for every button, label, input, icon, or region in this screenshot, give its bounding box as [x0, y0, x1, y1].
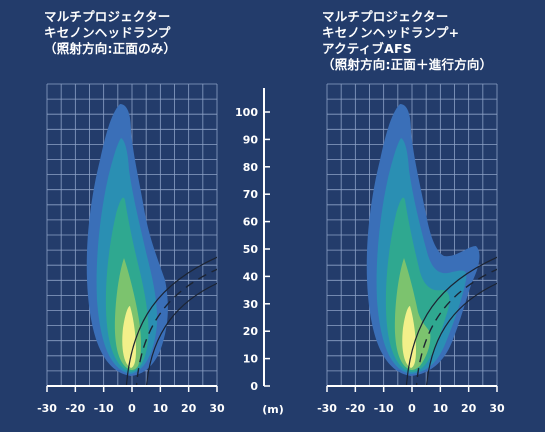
distance-tick-marks: 0 10 20 30 40 50 60 70 80 90 100	[235, 106, 270, 393]
distance-unit-label: (m)	[262, 403, 284, 416]
right-title-line-3: アクティブAFS	[322, 41, 412, 56]
right-x-tick-label: 10	[433, 402, 449, 415]
right-road-edge-outer	[405, 256, 497, 386]
right-road	[405, 256, 497, 386]
right-x-tick-label: 30	[489, 402, 505, 415]
distance-tick-label: 10	[243, 353, 259, 366]
left-title-line-1: マルチプロジェクター	[44, 9, 171, 24]
right-x-tick-label: 0	[408, 402, 416, 415]
left-road	[125, 256, 217, 386]
left-x-tick-label: 10	[153, 402, 169, 415]
left-title-line-3: （照射方向:正面のみ）	[44, 41, 177, 56]
distance-tick-label: 20	[243, 325, 259, 338]
distance-tick-label: 100	[235, 106, 258, 119]
left-panel	[46, 83, 218, 387]
distance-tick-label: 30	[243, 298, 259, 311]
left-x-tick-label: -20	[65, 402, 85, 415]
left-road-edge-outer	[125, 256, 217, 386]
right-title-line-4: （照射方向:正面＋進行方向）	[322, 57, 493, 72]
right-x-tick-label: -10	[374, 402, 394, 415]
distance-tick-label: 0	[250, 380, 258, 393]
left-x-tick-label: 30	[209, 402, 225, 415]
distance-tick-label: 40	[243, 270, 259, 283]
distance-tick-label: 80	[243, 161, 259, 174]
distance-tick-label: 60	[243, 216, 259, 229]
distance-scale: 0 10 20 30 40 50 60 70 80 90 100 (m)	[235, 88, 284, 416]
left-x-tick-label: 20	[181, 402, 197, 415]
left-title-line-2: キセノンヘッドランプ	[44, 25, 171, 40]
right-road-centerline	[415, 268, 497, 386]
right-x-tick-label: -30	[317, 402, 337, 415]
left-panel-title: マルチプロジェクター キセノンヘッドランプ （照射方向:正面のみ）	[44, 9, 176, 57]
left-x-tick-label: 0	[128, 402, 136, 415]
right-panel-title: マルチプロジェクター キセノンヘッドランプ+ アクティブAFS （照射方向:正面…	[322, 9, 492, 73]
right-title-line-1: マルチプロジェクター	[322, 9, 449, 24]
left-beam-pattern	[86, 104, 168, 376]
left-x-tick-label: -30	[37, 402, 57, 415]
right-beam-pattern	[366, 104, 480, 376]
left-road-centerline	[135, 268, 217, 386]
left-x-tick-label: -10	[94, 402, 114, 415]
left-x-axis: -30 -20 -10 0 10 20 30	[37, 385, 225, 415]
right-x-tick-label: 20	[461, 402, 477, 415]
distance-tick-label: 70	[243, 188, 259, 201]
left-x-tick-labels: -30 -20 -10 0 10 20 30	[37, 386, 225, 415]
right-panel	[326, 83, 498, 387]
distance-tick-label: 90	[243, 133, 259, 146]
right-x-tick-labels: -30 -20 -10 0 10 20 30	[317, 386, 505, 415]
distance-tick-label: 50	[243, 243, 259, 256]
right-beam-core	[402, 306, 416, 368]
right-x-tick-label: -20	[345, 402, 365, 415]
left-road-edge-inner	[145, 282, 217, 386]
right-x-axis: -30 -20 -10 0 10 20 30	[317, 385, 505, 415]
left-beam-core	[122, 306, 136, 368]
right-road-edge-inner	[425, 282, 497, 386]
right-title-line-2: キセノンヘッドランプ+	[322, 25, 460, 40]
